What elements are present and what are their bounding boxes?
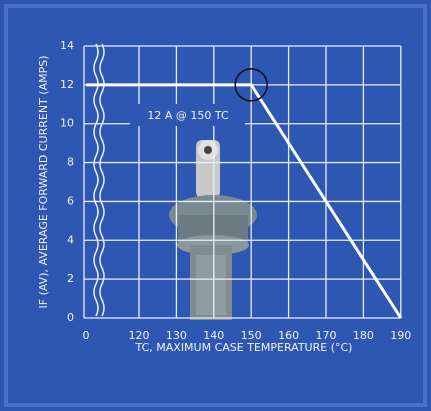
axis-break	[93, 43, 99, 317]
axis-break	[99, 43, 105, 317]
y-tick-label: 6	[67, 194, 74, 207]
x-tick-label: 160	[278, 329, 299, 342]
y-tick-label: 0	[67, 311, 74, 324]
y-tick-label: 12	[60, 78, 74, 91]
frame	[4, 4, 427, 407]
y-axis-label: IF (AV), AVERAGE FORWARD CURRENT (AMPS)	[37, 55, 50, 308]
x-tick-label: 190	[390, 329, 411, 342]
x-tick-label: 120	[129, 329, 150, 342]
y-tick-label: 8	[67, 156, 74, 169]
x-tick-label: 150	[241, 329, 262, 342]
y-tick-label: 10	[60, 117, 74, 130]
x-tick-label: 170	[316, 329, 337, 342]
x-tick-label: 140	[203, 329, 224, 342]
data-line	[86, 83, 403, 319]
annotation: 12 A @ 150 TC	[147, 109, 229, 122]
x-axis-label: TC, MAXIMUM CASE TEMPERATURE (°C)	[135, 341, 353, 354]
x-tick-label: 180	[353, 329, 374, 342]
y-tick-label: 14	[60, 39, 74, 52]
x-tick-label: 130	[166, 329, 187, 342]
y-tick-label: 2	[67, 272, 74, 285]
knee-circle	[234, 68, 268, 102]
y-tick-label: 4	[67, 233, 74, 246]
x-tick-label: 0	[83, 329, 90, 342]
annotation-box	[130, 104, 245, 126]
